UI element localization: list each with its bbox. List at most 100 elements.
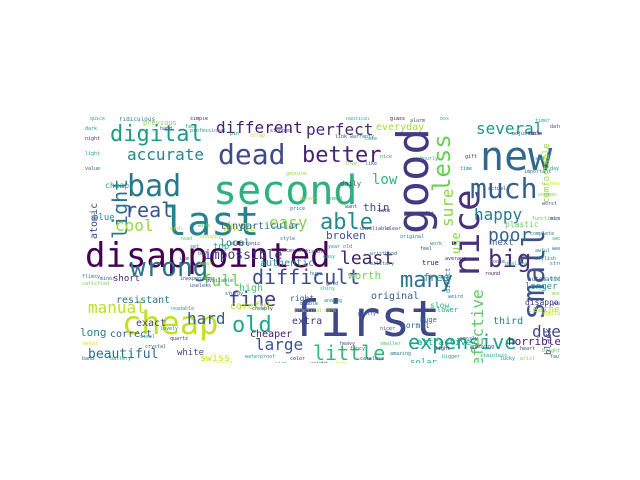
word-new: new <box>480 134 553 180</box>
word-broken: broken <box>326 229 366 242</box>
word-full: full <box>202 271 241 290</box>
word-horrible: horrible <box>508 335 560 348</box>
word-nice: nice <box>380 154 393 160</box>
word-alarm: alarm <box>410 118 426 124</box>
word-hard: hard <box>187 309 226 328</box>
word-top: top <box>213 242 230 252</box>
word-simple: simple <box>190 117 209 122</box>
word-dark: dark <box>324 308 337 314</box>
word-look: look <box>335 362 347 364</box>
word-like: like <box>365 161 378 167</box>
word-nicer: nicer <box>380 326 396 332</box>
word-style: style <box>280 236 296 242</box>
word-faulty: faulty <box>550 354 560 360</box>
word-nautical: nautical <box>346 117 371 122</box>
word-set: set <box>190 244 200 250</box>
word-strong: strong <box>550 261 560 267</box>
word-better: better <box>302 143 382 168</box>
word-feel: feel <box>420 246 433 252</box>
word-wrist: wrist <box>520 356 536 362</box>
word-minor: minor <box>100 276 116 282</box>
word-manual: manual <box>88 298 146 317</box>
word-dead: dead <box>218 138 286 171</box>
word-correct: correct <box>110 329 153 340</box>
word-disappointed: disappointed <box>85 236 331 276</box>
word-bad: bad <box>127 169 182 204</box>
word-particular: particular <box>240 221 301 232</box>
word-sturdy: sturdy <box>225 291 244 297</box>
word-waterproof: waterproof <box>245 354 276 360</box>
word-cloud: first second last good new disappointed cheap b… <box>80 117 560 363</box>
word-quartz: quartz <box>170 336 189 342</box>
word-much: much <box>470 172 538 205</box>
word-wristband: wristband <box>370 251 398 257</box>
word-thin: thin <box>363 201 390 214</box>
word-love: love <box>345 161 358 167</box>
word-several: several <box>476 119 544 138</box>
word-beautiful: beautiful <box>88 347 159 362</box>
word-wear: wear <box>200 261 213 267</box>
word-size: size <box>275 362 287 364</box>
word-value: value <box>85 166 101 172</box>
word-next: next <box>492 238 514 248</box>
word-huge: huge <box>420 316 437 324</box>
word-attractive: attractive <box>417 338 472 348</box>
word-need: need <box>330 196 343 202</box>
word-bright: bright <box>542 348 560 354</box>
word-wish: wish <box>170 226 183 232</box>
word-box: box <box>440 117 450 122</box>
word-easy: easy <box>323 254 336 260</box>
word-link: link <box>335 134 348 140</box>
word-careless: careless <box>360 356 385 362</box>
word-important: important <box>524 169 552 175</box>
word-defective: defective <box>468 289 487 363</box>
word-money: money <box>300 196 316 202</box>
word-extra: extra <box>292 316 323 327</box>
word-local: local <box>220 238 251 249</box>
word-atomic: atomic <box>89 203 100 240</box>
word-impossible: impossible <box>204 248 283 263</box>
word-quality: quality <box>505 261 527 267</box>
word-visible: visible <box>305 249 327 255</box>
word-electronic: electronic <box>230 241 261 247</box>
word-happy: happy <box>474 205 523 224</box>
word-due: due <box>532 322 560 341</box>
word-original: original <box>371 291 420 302</box>
word-amazing: amazing <box>390 351 412 357</box>
word-stylish: stylish <box>535 256 557 262</box>
word-gift: gift <box>465 154 478 160</box>
word-actual: actual <box>488 186 507 192</box>
word-leather: leather <box>527 305 560 315</box>
word-want: want <box>345 204 358 210</box>
word-satisfied: satisfied <box>82 281 110 287</box>
word-third: third <box>493 316 524 327</box>
word-large: large <box>255 335 304 354</box>
word-normal: normal <box>401 321 430 330</box>
word-plastic: plastic <box>505 220 539 229</box>
word-hour: hour <box>550 181 560 187</box>
word-exact: exact <box>136 318 167 329</box>
word-hand: hand <box>160 126 173 132</box>
word-annoying: annoying <box>470 344 495 350</box>
word-poor: poor <box>488 225 532 246</box>
word-poorly: poorly <box>460 336 479 342</box>
word-perfect: perfect <box>306 120 374 139</box>
word-digital: digital <box>110 122 203 147</box>
word-hourly: hourly <box>420 156 439 162</box>
word-dark: dark <box>85 126 98 132</box>
word-second: second <box>213 168 358 214</box>
word-daily: daily <box>340 180 362 188</box>
word-solar: solar <box>410 358 438 364</box>
word-metal: metal <box>83 341 99 347</box>
word-work: work <box>430 241 443 247</box>
word-shiny: shiny <box>320 286 336 292</box>
word-bigger: bigger <box>442 354 461 360</box>
word-analog: analog <box>324 298 343 304</box>
word-resistant: resistant <box>116 295 171 306</box>
word-wide: wide <box>198 223 211 229</box>
word-easy: easy <box>269 213 308 232</box>
word-timer: timer <box>535 118 551 124</box>
word-strap: strap <box>250 133 266 139</box>
word-practical: practical <box>295 308 323 314</box>
word-less: less <box>428 133 456 192</box>
